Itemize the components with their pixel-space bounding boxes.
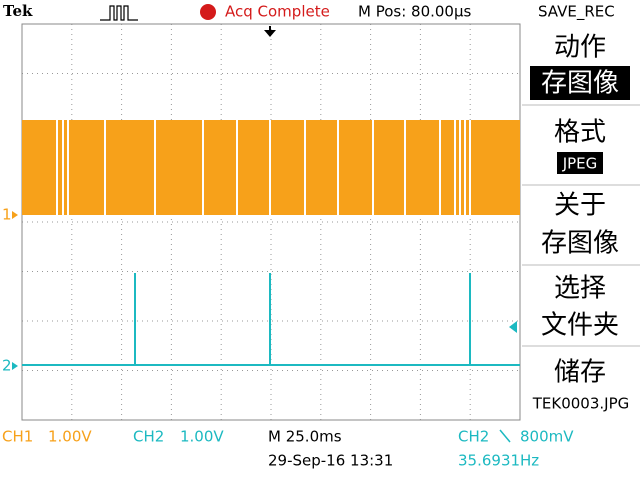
brand: Tek [3, 2, 33, 20]
menu-label[interactable]: 文件夹 [541, 311, 619, 341]
ch2-scale: 1.00V [180, 428, 224, 446]
menu-label[interactable]: 格式 [554, 118, 606, 148]
ch1-gaps [56, 120, 471, 215]
ch1-arrow [12, 211, 18, 219]
trigger-level-arrow [509, 321, 517, 333]
m-position: M Pos: 80.00µs [358, 3, 472, 21]
ch2-label: CH2 [133, 428, 164, 446]
menu-value[interactable]: 存图像 [541, 69, 619, 99]
datetime: 29-Sep-16 13:31 [268, 452, 393, 470]
trigger-level: 800mV [520, 428, 574, 446]
menu-label[interactable]: 关于 [554, 191, 606, 221]
ch2-waveform [22, 273, 520, 366]
timebase: M 25.0ms [268, 428, 342, 446]
ch1-marker: 1 [2, 206, 12, 224]
menu-value[interactable]: JPEG [562, 155, 598, 173]
trigger-slope [499, 429, 511, 443]
acq-indicator [200, 4, 216, 20]
menu-highlight [557, 152, 603, 174]
menu-label[interactable]: 存图像 [541, 229, 619, 259]
file-name[interactable]: TEK0003.JPG [532, 395, 630, 413]
menu-highlight [530, 66, 630, 100]
menu-label[interactable]: 储存 [554, 358, 606, 388]
ch1-scale: 1.00V [48, 428, 92, 446]
menu-title: SAVE_REC [538, 3, 615, 22]
trigger-source: CH2 [458, 428, 489, 446]
frequency: 35.6931Hz [458, 452, 539, 470]
ch1-label: CH1 [2, 428, 33, 446]
menu-label[interactable]: 选择 [554, 274, 606, 304]
run-icon [100, 5, 138, 21]
ch2-marker: 2 [2, 357, 12, 375]
ch2-arrow [12, 362, 18, 370]
menu-label[interactable]: 动作 [554, 33, 606, 63]
trigger-position [264, 26, 276, 37]
screen-border [21, 23, 521, 421]
acq-status: Acq Complete [225, 3, 330, 21]
